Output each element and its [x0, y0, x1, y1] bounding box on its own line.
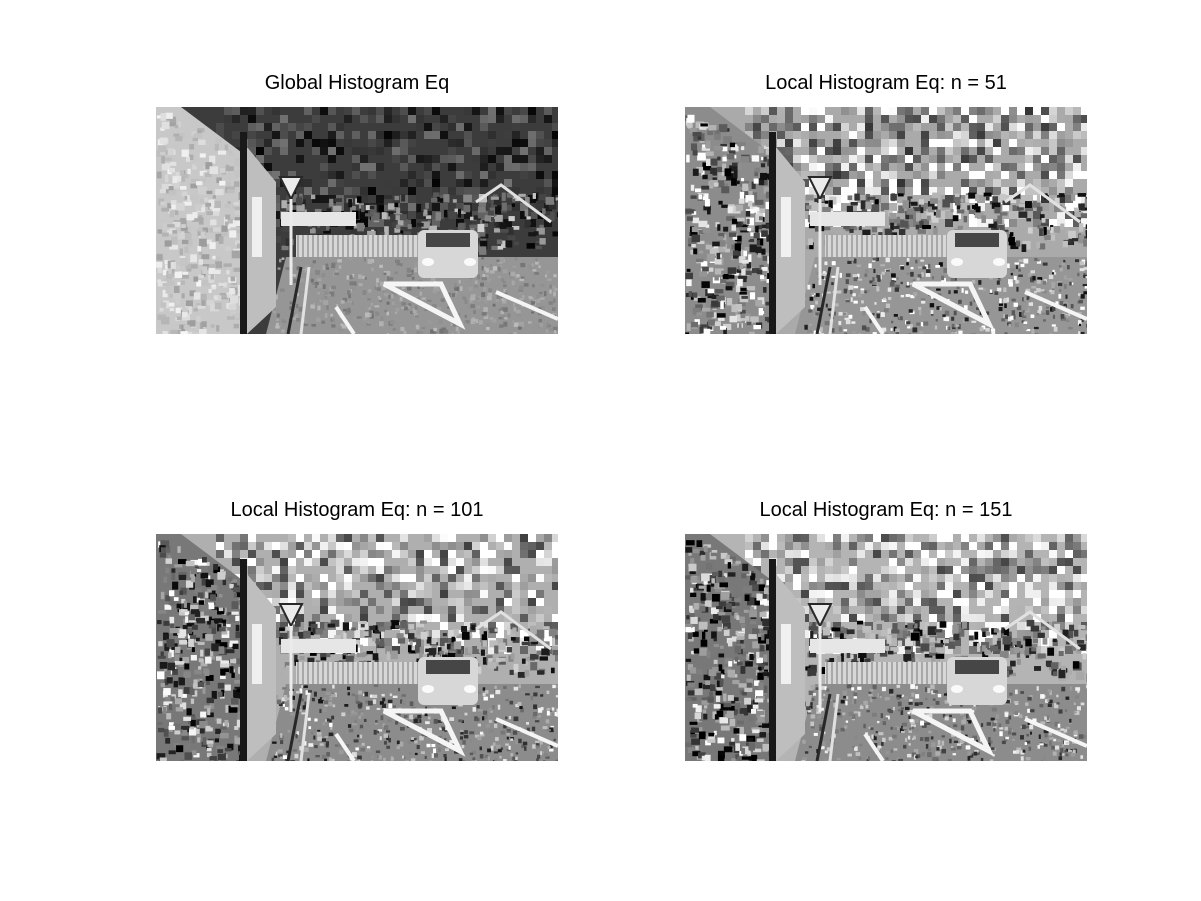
street-image-global-eq: [156, 107, 558, 334]
street-scene-drawing: [156, 534, 558, 761]
panel-title-local-151: Local Histogram Eq: n = 151: [759, 499, 1013, 521]
street-image-local-eq-101: [156, 534, 558, 761]
panel-title-global: Global Histogram Eq: [264, 72, 450, 94]
street-scene-drawing: [156, 107, 558, 334]
street-image-local-eq-151: [685, 534, 1087, 761]
panel-title-local-101: Local Histogram Eq: n = 101: [230, 499, 484, 521]
street-scene-drawing: [685, 107, 1087, 334]
street-image-local-eq-51: [685, 107, 1087, 334]
panel-title-local-51: Local Histogram Eq: n = 51: [765, 72, 1007, 94]
street-scene-drawing: [685, 534, 1087, 761]
